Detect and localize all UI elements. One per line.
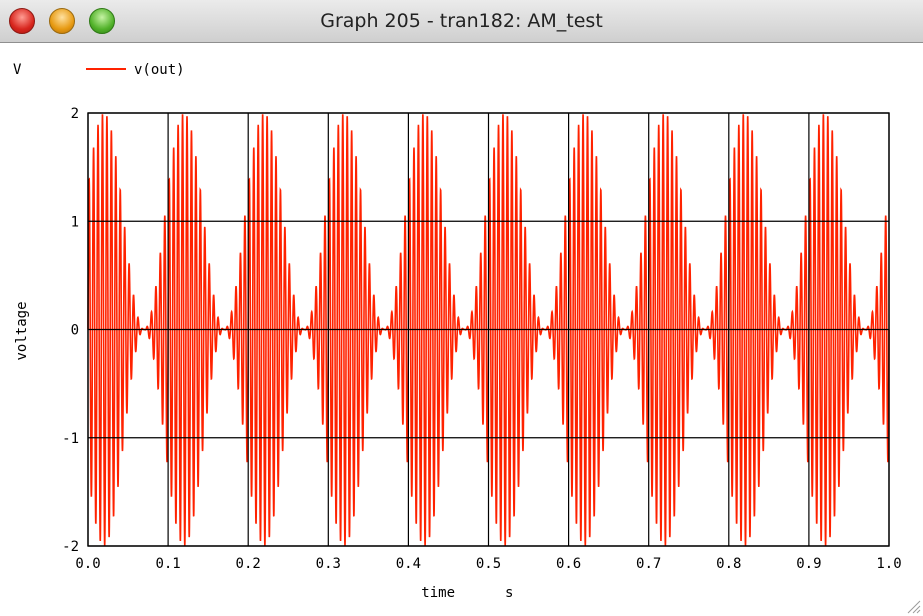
x-axis-unit: s xyxy=(505,585,513,601)
y-tick-label: -1 xyxy=(62,431,79,447)
plot-frame xyxy=(87,112,890,547)
tick-labels: 0.0 0.1 0.2 0.3 0.4 0.5 0.6 0.7 0.8 0.9 1.0 -2 -1 0 1 2 xyxy=(62,106,902,572)
title-bar[interactable]: Graph 205 - tran182: AM_test xyxy=(0,0,923,43)
x-tick-label: 0.4 xyxy=(396,556,421,572)
plot-area xyxy=(87,112,890,547)
x-tick-label: 0.1 xyxy=(155,556,180,572)
window-title: Graph 205 - tran182: AM_test xyxy=(320,10,603,32)
y-axis-label: voltage xyxy=(14,301,30,360)
x-tick-label: 0.5 xyxy=(476,556,501,572)
legend-label: v(out) xyxy=(134,62,185,78)
resize-grip-icon[interactable] xyxy=(905,598,921,614)
y-tick-label: 0 xyxy=(71,323,79,339)
close-button-icon[interactable] xyxy=(9,8,35,34)
chart-svg[interactable]: V v(out) voltage 0.0 0.1 0.2 0.3 0.4 0.5 0.6 0.… xyxy=(0,43,923,616)
legend: v(out) xyxy=(86,62,185,78)
x-tick-label: 0.7 xyxy=(636,556,661,572)
x-tick-label: 0.9 xyxy=(796,556,821,572)
x-tick-label: 0.8 xyxy=(716,556,741,572)
y-tick-label: -2 xyxy=(62,539,79,555)
x-tick-label: 0.2 xyxy=(236,556,261,572)
x-tick-label: 0.6 xyxy=(556,556,581,572)
x-tick-label: 0.0 xyxy=(75,556,100,572)
y-tick-label: 2 xyxy=(71,106,79,122)
x-axis-label: time xyxy=(421,585,455,601)
minimize-button-icon[interactable] xyxy=(49,8,75,34)
x-tick-label: 1.0 xyxy=(876,556,901,572)
zoom-button-icon[interactable] xyxy=(89,8,115,34)
x-tick-label: 0.3 xyxy=(316,556,341,572)
y-tick-label: 1 xyxy=(71,214,79,230)
y-unit-label: V xyxy=(13,62,22,78)
